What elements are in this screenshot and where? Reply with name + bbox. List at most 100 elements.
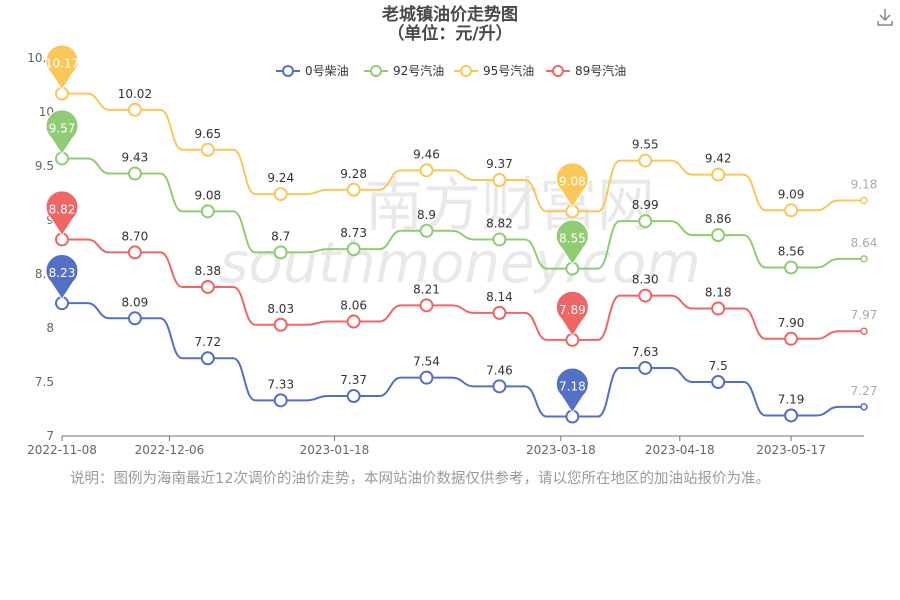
data-point[interactable] <box>419 223 434 238</box>
data-label: 9.42 <box>705 152 732 166</box>
data-point[interactable] <box>784 203 799 218</box>
watermark-bottom: southmoney.com <box>219 231 700 296</box>
y-tick-label: 8 <box>46 321 54 335</box>
pin-marker: 9.57 <box>45 109 79 156</box>
data-label: 9.18 <box>851 178 878 192</box>
pin-marker: 8.82 <box>45 190 79 237</box>
data-label: 8.7 <box>271 229 290 243</box>
legend-item[interactable]: 95号汽油 <box>454 63 534 78</box>
data-point[interactable] <box>127 245 142 260</box>
data-label: 7.63 <box>632 345 659 359</box>
data-point[interactable] <box>492 232 507 247</box>
chart-subtitle: （单位：元/升） <box>387 23 512 44</box>
data-point[interactable] <box>200 204 215 219</box>
x-tick-label: 2023-01-18 <box>300 443 370 457</box>
data-point[interactable] <box>492 305 507 320</box>
series-line <box>62 302 864 418</box>
pin-marker: 9.08 <box>555 162 589 209</box>
data-point[interactable] <box>638 153 653 168</box>
pin-shape <box>45 44 79 91</box>
data-point[interactable] <box>784 331 799 346</box>
legend-item[interactable]: 92号汽油 <box>364 63 444 78</box>
data-point[interactable] <box>492 379 507 394</box>
legend-label: 89号汽油 <box>575 63 626 78</box>
pin-marker: 10.17 <box>45 44 79 91</box>
data-point[interactable] <box>273 393 288 408</box>
data-label: 10.02 <box>118 87 152 101</box>
y-tick-label: 9 <box>46 213 54 227</box>
data-point[interactable] <box>860 403 868 411</box>
data-point[interactable] <box>784 408 799 423</box>
data-point[interactable] <box>638 288 653 303</box>
pin-label: 8.82 <box>49 202 76 216</box>
data-label: 7.72 <box>194 335 221 349</box>
download-icon[interactable] <box>874 6 896 28</box>
legend-label: 0号柴油 <box>305 64 349 78</box>
data-point[interactable] <box>711 301 726 316</box>
data-label: 9.24 <box>267 171 294 185</box>
data-label: 8.82 <box>486 216 513 230</box>
data-point[interactable] <box>273 317 288 332</box>
data-point[interactable] <box>346 314 361 329</box>
data-label: 7.97 <box>851 308 878 322</box>
legend-item[interactable]: 89号汽油 <box>546 63 626 78</box>
data-point[interactable] <box>273 187 288 202</box>
data-point[interactable] <box>711 167 726 182</box>
data-point[interactable] <box>127 166 142 181</box>
chart-title: 老城镇油价走势图 <box>381 4 518 25</box>
y-tick-label: 7 <box>46 429 54 443</box>
data-label: 9.65 <box>194 127 221 141</box>
data-point[interactable] <box>860 327 868 335</box>
data-point[interactable] <box>346 182 361 197</box>
legend-marker <box>370 65 382 77</box>
data-point[interactable] <box>346 389 361 404</box>
data-point[interactable] <box>860 196 868 205</box>
data-label: 8.56 <box>778 245 805 259</box>
data-point[interactable] <box>200 142 215 157</box>
data-point[interactable] <box>273 245 288 260</box>
pin-marker: 8.55 <box>555 219 589 266</box>
data-point[interactable] <box>638 360 653 375</box>
data-point[interactable] <box>200 351 215 366</box>
data-label: 9.37 <box>486 157 513 171</box>
data-point[interactable] <box>200 279 215 294</box>
y-tick-label: 7.5 <box>35 375 54 389</box>
data-point[interactable] <box>784 260 799 275</box>
data-label: 7.46 <box>486 363 513 377</box>
data-point[interactable] <box>492 173 507 188</box>
data-point[interactable] <box>419 298 434 313</box>
pin-shape <box>45 190 79 237</box>
chart-note: 说明：图例为海南最近12次调价的油价走势，本网站油价数据仅供参考，请以您所在地区… <box>70 471 770 487</box>
data-point[interactable] <box>860 255 868 263</box>
data-label: 9.43 <box>122 151 149 165</box>
x-tick-label: 2022-12-06 <box>135 443 205 457</box>
pin-shape <box>555 290 589 337</box>
x-tick-label: 2023-05-17 <box>756 443 826 457</box>
data-point[interactable] <box>711 228 726 243</box>
data-label: 9.46 <box>413 147 440 161</box>
legend-item[interactable]: 0号柴油 <box>276 64 349 78</box>
data-point[interactable] <box>419 370 434 385</box>
pin-marker: 8.23 <box>45 254 79 301</box>
x-tick-label: 2023-04-18 <box>645 443 715 457</box>
legend-label: 92号汽油 <box>393 63 444 78</box>
data-point[interactable] <box>638 214 653 229</box>
data-point[interactable] <box>127 102 142 117</box>
x-tick-label: 2023-03-18 <box>526 443 596 457</box>
pin-marker: 7.18 <box>555 367 589 414</box>
series <box>55 86 868 424</box>
pin-label: 9.08 <box>559 174 586 188</box>
pin-label: 9.57 <box>49 121 76 135</box>
data-point[interactable] <box>419 163 434 178</box>
data-label: 7.90 <box>778 316 805 330</box>
legend: 0号柴油 92号汽油 95号汽油 89号汽油 <box>276 63 626 78</box>
data-label: 8.06 <box>340 299 367 313</box>
data-point[interactable] <box>127 311 142 326</box>
data-label: 8.30 <box>632 273 659 287</box>
pin-shape <box>555 367 589 414</box>
data-point[interactable] <box>346 242 361 257</box>
data-point[interactable] <box>711 375 726 389</box>
